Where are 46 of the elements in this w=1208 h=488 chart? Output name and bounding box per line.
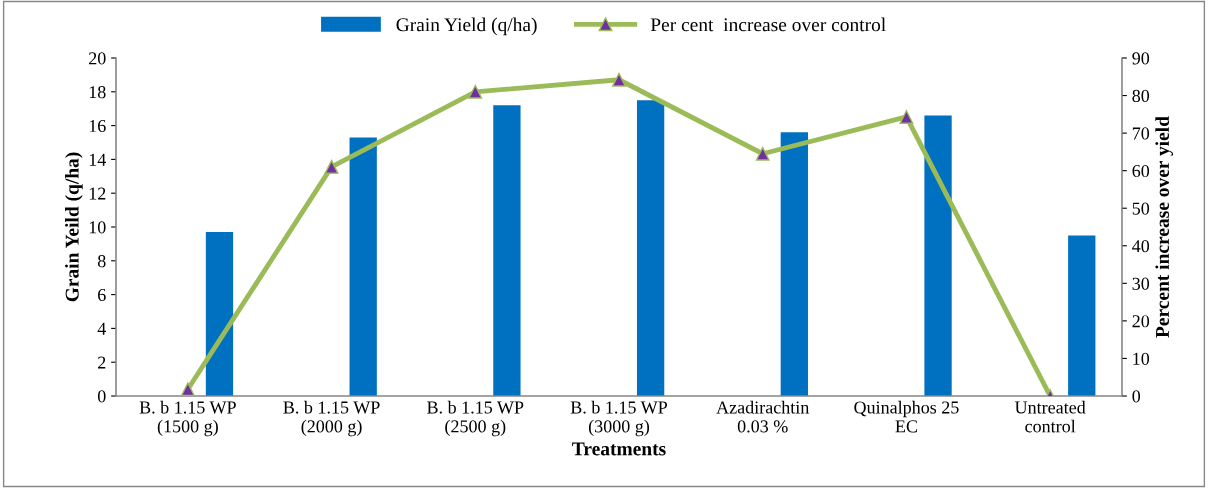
point [612,72,626,87]
y-tick-label: 4 [97,322,106,335]
y-tick-label: 18 [89,86,106,99]
y2-tick-label: 10 [1133,352,1150,365]
x-tick-label: B. b 1.15 WP (2000 g) [283,400,380,437]
y2-tick-label: 20 [1132,315,1150,328]
legend-label: Per cent increase over control [650,17,886,32]
y-tick-label: 2 [98,356,106,369]
x-tick-label: Quinalphos 25 EC [854,400,959,433]
point [755,146,770,161]
point [180,382,195,396]
y2-tick-label: 40 [1132,240,1150,253]
point [324,159,339,174]
y2-tick-label: 0 [1132,390,1141,403]
y-tick-label: 20 [89,52,106,65]
x-tick-label: B. b 1.15 WP (2500 g) [427,400,524,437]
bar [493,105,521,396]
point [899,110,914,124]
x-tick-label: Untreated control [1014,400,1086,433]
y2-tick-label: 90 [1132,52,1150,65]
bar [1068,235,1096,396]
x-tick-label: Azadirachtin 0.03 % [716,400,810,433]
y-tick-label: 8 [97,255,106,268]
bar [636,100,665,396]
y2-axis-title: Percent increase over yield [1155,116,1174,338]
y2-tick-label: 50 [1132,202,1150,215]
y-tick-label: 6 [98,288,106,302]
x-tick-label: B. b 1.15 WP (3000 g) [570,400,668,437]
x-tick-label: B. b 1.15 WP (1500 g) [139,400,236,437]
y2-tick-label: 80 [1132,89,1150,102]
bar [205,232,234,396]
y-tick-label: 0 [97,390,106,403]
x-axis-title: Treatments [572,442,666,456]
y-axis-title: Grain Yeild (q/ha) [65,152,83,302]
y-tick-label: 10 [89,221,106,234]
legend-label: Grain Yield (q/ha) [396,17,537,36]
y-tick-label: 12 [89,187,106,200]
y2-tick-label: 60 [1132,164,1150,178]
bar [924,115,952,396]
y2-tick-label: 30 [1132,277,1150,290]
y-tick-label: 14 [89,153,106,166]
bar [349,137,377,396]
y2-tick-label: 70 [1132,127,1150,140]
point [468,84,483,99]
y-tick-label: 16 [89,119,106,133]
bar [780,132,808,396]
